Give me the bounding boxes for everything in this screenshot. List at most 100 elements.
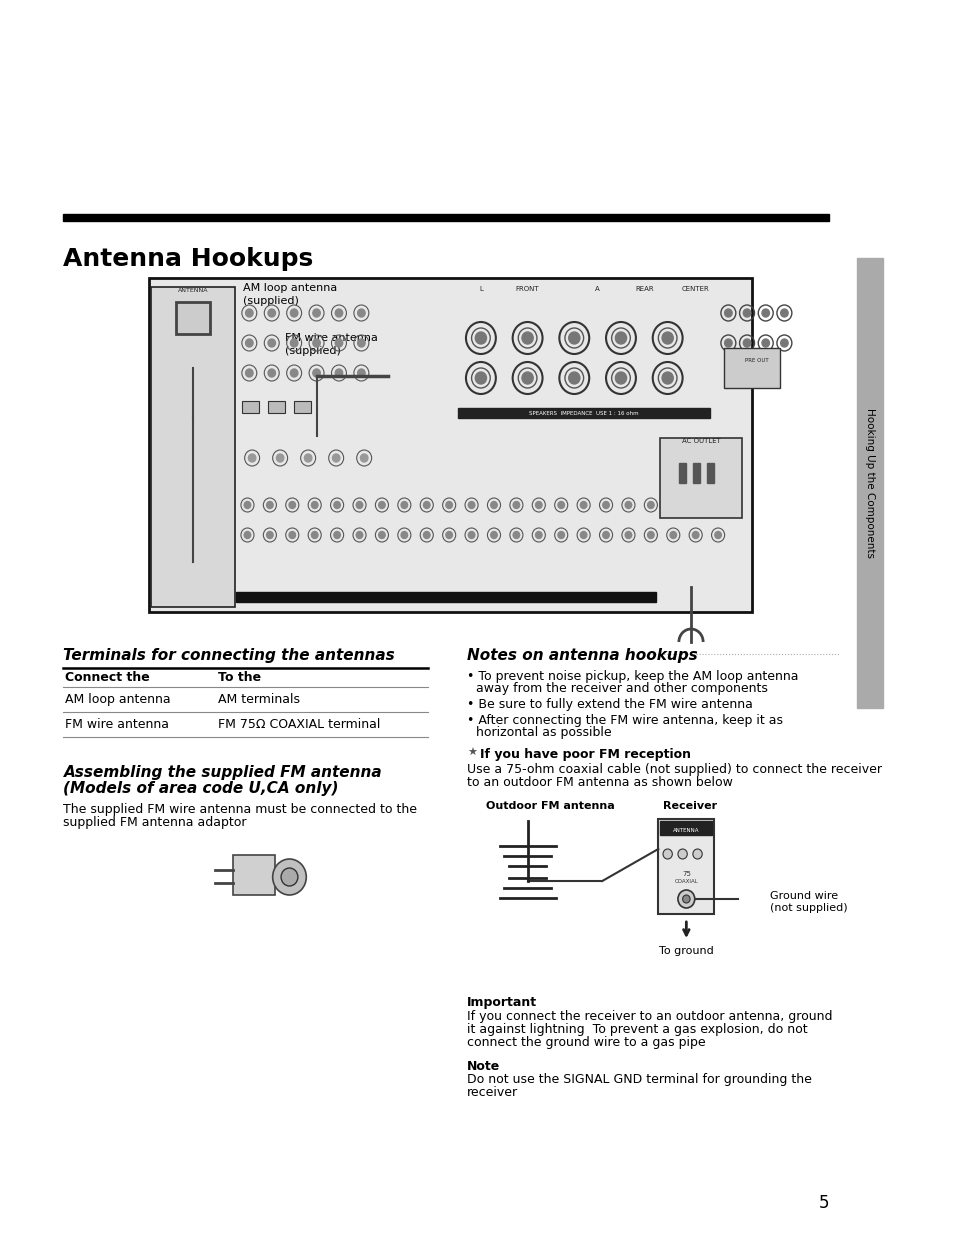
Circle shape — [244, 501, 251, 509]
Text: The supplied FM wire antenna must be connected to the: The supplied FM wire antenna must be con… — [64, 803, 417, 816]
Circle shape — [445, 531, 452, 538]
Text: FM 75Ω COAXIAL terminal: FM 75Ω COAXIAL terminal — [217, 718, 379, 731]
Circle shape — [468, 531, 475, 538]
Bar — [692, 463, 700, 483]
Circle shape — [266, 501, 273, 509]
Text: FM wire antenna: FM wire antenna — [66, 718, 170, 731]
Text: ★: ★ — [466, 748, 476, 758]
Text: FM wire antenna: FM wire antenna — [285, 333, 377, 343]
Text: it against lightning  To prevent a gas explosion, do not: it against lightning To prevent a gas ex… — [466, 1023, 806, 1036]
Circle shape — [290, 369, 297, 377]
Circle shape — [692, 501, 699, 509]
Text: Note: Note — [466, 1060, 499, 1073]
Text: SPEAKERS  IMPEDANCE  USE 1 : 16 ohm: SPEAKERS IMPEDANCE USE 1 : 16 ohm — [528, 411, 638, 416]
Circle shape — [268, 369, 275, 377]
Text: L: L — [478, 287, 482, 291]
Circle shape — [355, 501, 362, 509]
Circle shape — [558, 501, 564, 509]
Text: PRE OUT: PRE OUT — [743, 358, 767, 363]
Circle shape — [304, 454, 312, 462]
Bar — [706, 463, 714, 483]
Circle shape — [615, 372, 626, 384]
Circle shape — [647, 501, 654, 509]
Circle shape — [761, 338, 769, 347]
Circle shape — [400, 501, 407, 509]
Bar — [64, 214, 828, 221]
Text: (Models of area code U,CA only): (Models of area code U,CA only) — [64, 781, 338, 797]
Circle shape — [724, 338, 731, 347]
Circle shape — [378, 531, 385, 538]
Circle shape — [780, 309, 787, 317]
Circle shape — [468, 501, 475, 509]
Circle shape — [624, 501, 631, 509]
Text: AC OUTLET: AC OUTLET — [681, 438, 720, 445]
Circle shape — [647, 531, 654, 538]
Circle shape — [360, 454, 368, 462]
Circle shape — [311, 531, 317, 538]
Text: ANTENNA: ANTENNA — [673, 827, 699, 832]
Bar — [457, 408, 709, 417]
Circle shape — [742, 338, 750, 347]
Text: Use a 75-ohm coaxial cable (not supplied) to connect the receiver: Use a 75-ohm coaxial cable (not supplied… — [466, 763, 881, 776]
Text: Do not use the SIGNAL GND terminal for grounding the: Do not use the SIGNAL GND terminal for g… — [466, 1073, 811, 1086]
Circle shape — [662, 848, 672, 860]
Circle shape — [289, 531, 295, 538]
Text: Important: Important — [466, 995, 537, 1009]
Bar — [176, 303, 210, 333]
Circle shape — [475, 372, 486, 384]
Circle shape — [615, 332, 626, 345]
Bar — [294, 401, 311, 412]
Text: Terminals for connecting the antennas: Terminals for connecting the antennas — [64, 648, 395, 663]
Circle shape — [682, 895, 689, 903]
Circle shape — [678, 890, 694, 908]
Circle shape — [535, 531, 541, 538]
Text: REAR: REAR — [635, 287, 653, 291]
Text: If you connect the receiver to an outdoor antenna, ground: If you connect the receiver to an outdoo… — [466, 1010, 832, 1023]
Circle shape — [714, 501, 720, 509]
Text: If you have poor FM reception: If you have poor FM reception — [479, 748, 690, 761]
Circle shape — [378, 501, 385, 509]
Circle shape — [568, 372, 579, 384]
Circle shape — [313, 338, 320, 347]
Circle shape — [513, 531, 519, 538]
Bar — [659, 438, 741, 517]
Circle shape — [244, 531, 251, 538]
Bar — [152, 287, 235, 606]
Circle shape — [669, 501, 676, 509]
Circle shape — [423, 501, 430, 509]
Circle shape — [761, 309, 769, 317]
Bar — [857, 258, 882, 708]
Circle shape — [669, 531, 676, 538]
Text: (not supplied): (not supplied) — [770, 903, 847, 913]
Circle shape — [558, 531, 564, 538]
Circle shape — [245, 309, 253, 317]
Circle shape — [357, 369, 365, 377]
Text: Connect the: Connect the — [66, 671, 150, 684]
Circle shape — [678, 848, 686, 860]
Circle shape — [245, 369, 253, 377]
Circle shape — [281, 868, 297, 885]
Bar — [150, 278, 751, 613]
Circle shape — [332, 454, 339, 462]
Circle shape — [692, 531, 699, 538]
Circle shape — [357, 309, 365, 317]
Circle shape — [266, 531, 273, 538]
Text: Receiver: Receiver — [662, 802, 717, 811]
Bar — [268, 401, 285, 412]
Circle shape — [490, 531, 497, 538]
Text: • After connecting the FM wire antenna, keep it as: • After connecting the FM wire antenna, … — [466, 714, 782, 727]
Circle shape — [714, 531, 720, 538]
Text: Antenna Hookups: Antenna Hookups — [64, 247, 314, 270]
Circle shape — [602, 501, 609, 509]
Circle shape — [335, 338, 342, 347]
Text: FRONT: FRONT — [516, 287, 538, 291]
Text: CENTER: CENTER — [681, 287, 709, 291]
Circle shape — [400, 531, 407, 538]
Circle shape — [313, 309, 320, 317]
Circle shape — [624, 531, 631, 538]
Text: receiver: receiver — [466, 1086, 517, 1099]
Circle shape — [445, 501, 452, 509]
Text: • Be sure to fully extend the FM wire antenna: • Be sure to fully extend the FM wire an… — [466, 698, 752, 711]
Text: Outdoor FM antenna: Outdoor FM antenna — [485, 802, 614, 811]
Circle shape — [245, 338, 253, 347]
